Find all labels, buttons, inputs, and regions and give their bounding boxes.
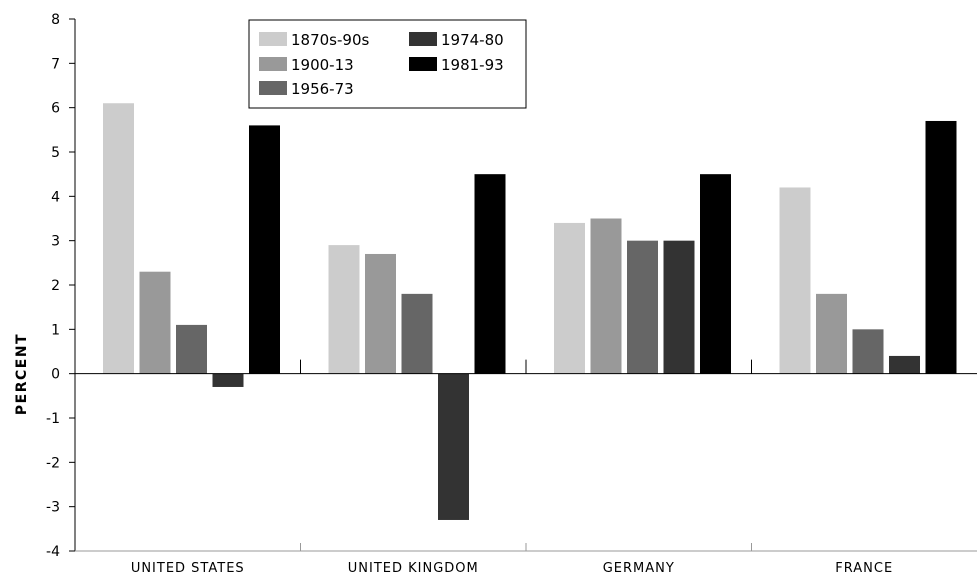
- x-tick-label: UNITED STATES: [131, 561, 245, 576]
- bar: [328, 245, 360, 374]
- axes-group: [74, 19, 977, 552]
- bar: [889, 355, 920, 374]
- legend-label: 1870s-90s: [291, 31, 369, 49]
- legend-label: 1974-80: [441, 31, 504, 49]
- y-axis: 8 7 6 5 4 3 2 1 0 -1 -2 -3 -4: [46, 12, 75, 560]
- bar: [554, 222, 585, 374]
- x-tick-label: UNITED KINGDOM: [348, 561, 479, 576]
- bar: [365, 253, 396, 374]
- y-tick-label: -4: [46, 544, 60, 560]
- legend-swatch: [259, 81, 287, 95]
- bar: [627, 240, 658, 374]
- y-tick-label: 8: [51, 12, 60, 28]
- y-tick-label: 6: [51, 101, 60, 117]
- bar: [474, 174, 506, 374]
- legend-swatch: [409, 57, 437, 71]
- x-tick-label: GERMANY: [603, 561, 675, 576]
- bar: [139, 271, 171, 374]
- bars-group: [103, 103, 957, 520]
- bar: [103, 103, 134, 374]
- legend-swatch: [259, 57, 287, 71]
- y-tick-label: 7: [51, 56, 60, 72]
- y-tick-label: 5: [51, 145, 60, 161]
- bar: [816, 293, 847, 374]
- y-tick-label: 4: [51, 189, 60, 205]
- legend-label: 1900-13: [291, 56, 354, 74]
- x-axis-labels: UNITED STATES UNITED KINGDOM GERMANY FRANCE: [131, 561, 893, 576]
- legend-label: 1956-73: [291, 80, 354, 98]
- y-tick-label: 2: [51, 278, 60, 294]
- y-tick-label: 1: [51, 322, 60, 338]
- bar: [590, 218, 622, 374]
- bar: [401, 293, 433, 374]
- bar: [212, 373, 244, 387]
- y-tick-label: -1: [46, 411, 60, 427]
- legend-swatch: [409, 32, 437, 46]
- bar: [176, 324, 207, 374]
- bar: [249, 125, 280, 374]
- legend: 1870s-90s 1900-13 1956-73 1974-80 1981-93: [248, 19, 527, 109]
- y-tick-label: -3: [46, 500, 60, 516]
- legend-box: [248, 19, 527, 109]
- bar: [925, 120, 957, 374]
- bar: [663, 240, 695, 374]
- y-axis-title: PERCENT: [14, 333, 30, 415]
- y-tick-label: 0: [51, 367, 60, 383]
- x-tick-label: FRANCE: [835, 561, 893, 576]
- bar: [779, 187, 811, 374]
- legend-label: 1981-93: [441, 56, 504, 74]
- bar: [438, 373, 469, 520]
- y-tick-label: 3: [51, 234, 60, 250]
- bar: [852, 329, 884, 374]
- legend-swatch: [259, 32, 287, 46]
- bar: [700, 174, 731, 374]
- y-tick-label: -2: [46, 455, 60, 471]
